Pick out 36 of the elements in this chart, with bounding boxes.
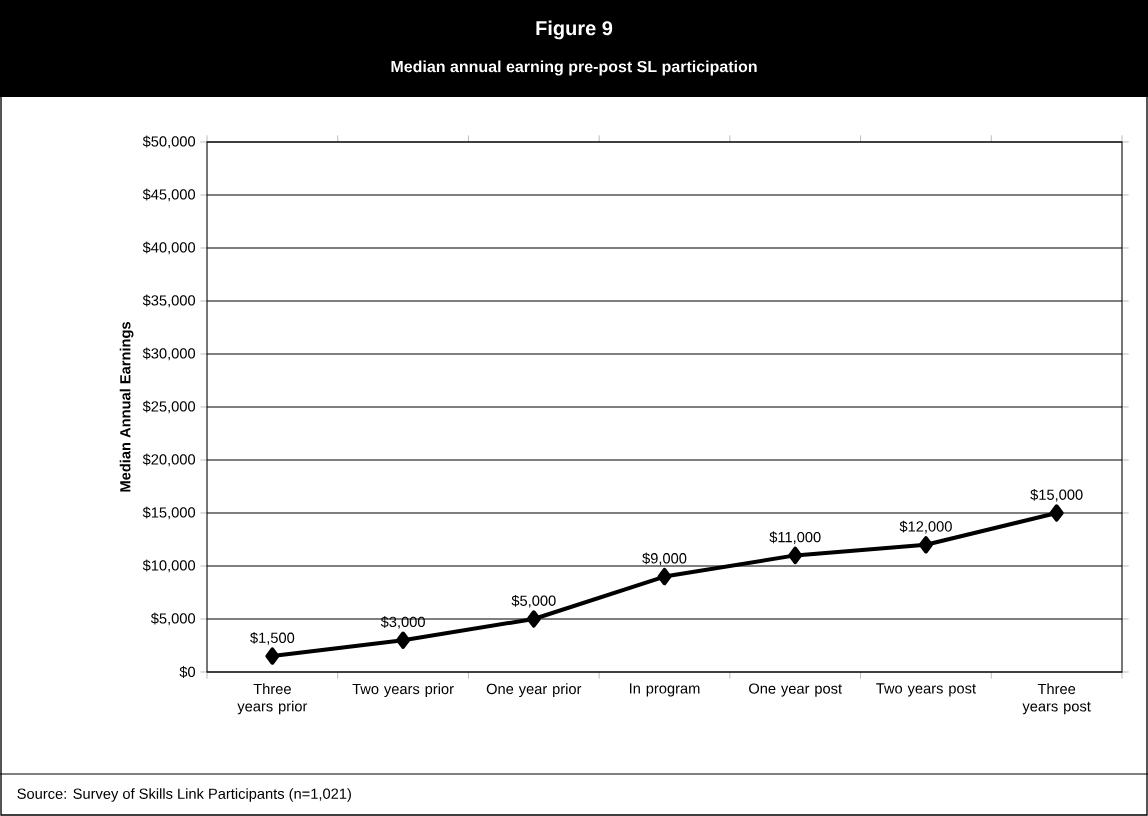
point <box>918 536 933 554</box>
point <box>1049 504 1064 522</box>
y-tick-label: $0 <box>179 666 196 678</box>
data-label: $3,000 <box>380 616 425 629</box>
x-tick-label: In program <box>630 683 700 697</box>
data-label: $11,000 <box>769 531 821 545</box>
source-note: Source: Survey of Skills Link Participants (n=1,021) <box>17 788 351 802</box>
point <box>526 610 541 628</box>
point <box>657 567 672 586</box>
x-tick-label: One year post <box>749 683 842 697</box>
data-label: $1,500 <box>250 631 295 645</box>
point <box>788 546 803 565</box>
x-tick-label: Two years post <box>876 683 976 697</box>
data-label: $9,000 <box>642 552 687 566</box>
y-tick-label: $5,000 <box>150 612 196 626</box>
data-label: $5,000 <box>511 594 556 608</box>
x-tick-label: Three years post <box>1022 683 1091 715</box>
y-tick-label: $35,000 <box>142 294 196 308</box>
y-axis-title: Median Annual Earnings <box>119 322 134 492</box>
y-tick-label: $25,000 <box>142 400 196 414</box>
y-tick-label: $15,000 <box>142 506 196 520</box>
y-tick-label: $30,000 <box>142 347 196 361</box>
y-tick-label: $20,000 <box>142 453 196 467</box>
y-tick-label: $10,000 <box>142 559 196 573</box>
y-tick-label: $45,000 <box>142 188 196 202</box>
chart-subtitle: Median annual earning pre-post SL participation <box>391 60 757 76</box>
point <box>396 631 411 649</box>
y-tick-label: $40,000 <box>142 241 196 255</box>
data-label: $15,000 <box>1030 488 1083 502</box>
x-tick-label: Three years prior <box>237 683 308 715</box>
y-tick-label: $50,000 <box>142 135 196 149</box>
chart-title: Figure 9 <box>536 20 613 40</box>
x-tick-label: One year prior <box>486 683 582 698</box>
x-tick-label: Two years prior <box>352 683 454 698</box>
point <box>265 647 280 665</box>
data-label: $12,000 <box>899 520 952 534</box>
